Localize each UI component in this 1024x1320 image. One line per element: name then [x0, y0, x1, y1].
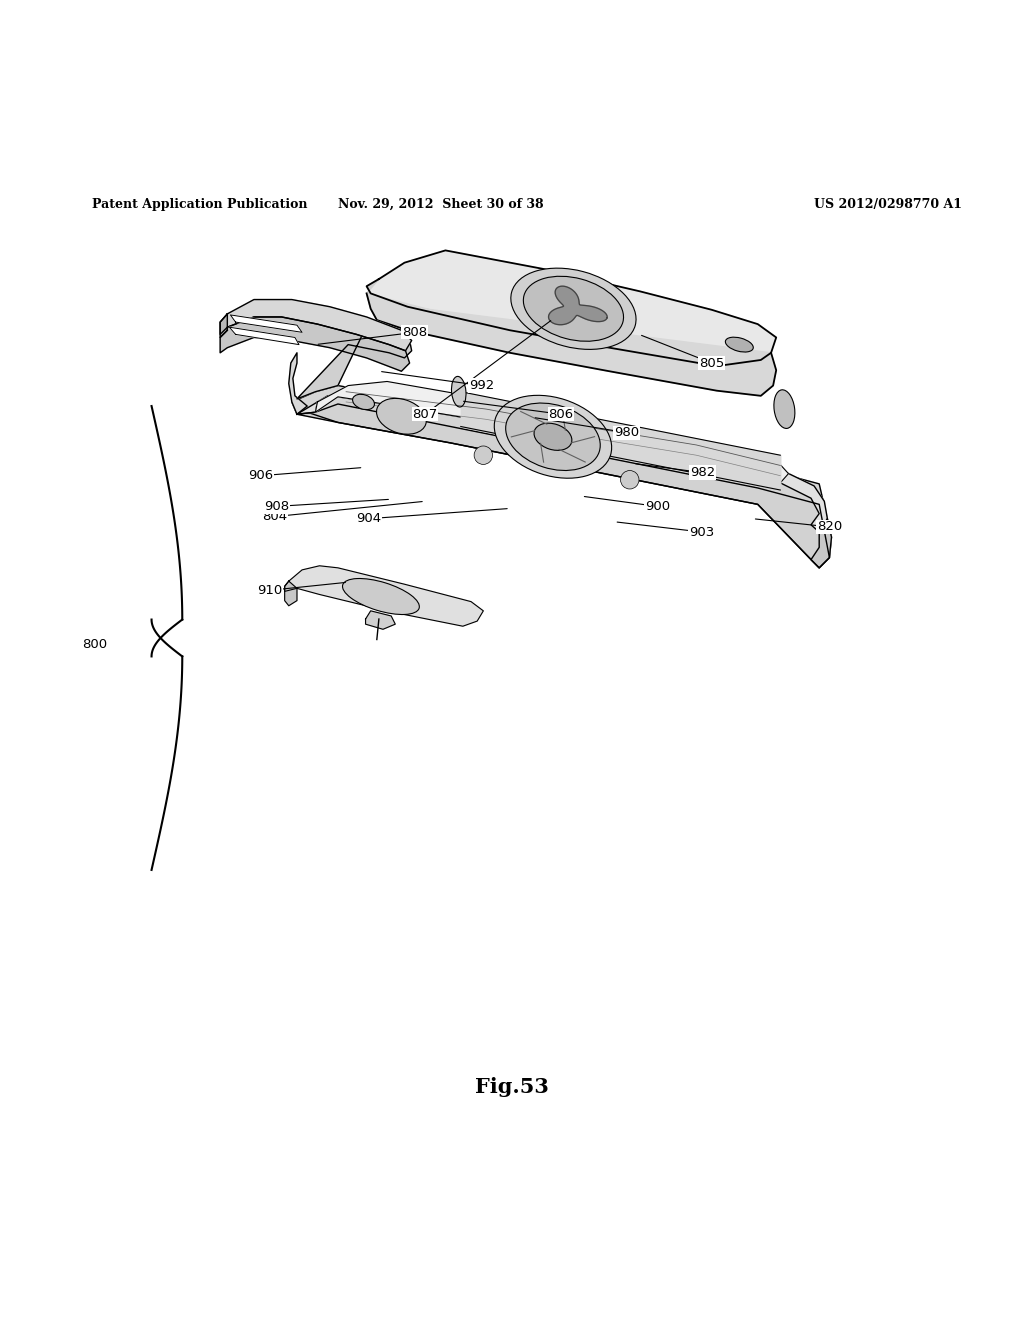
- Ellipse shape: [535, 424, 571, 450]
- Ellipse shape: [495, 395, 611, 478]
- Ellipse shape: [523, 276, 624, 342]
- Polygon shape: [230, 315, 302, 333]
- Polygon shape: [229, 327, 299, 345]
- Text: 980: 980: [614, 426, 639, 440]
- Ellipse shape: [511, 268, 636, 350]
- Polygon shape: [315, 381, 788, 483]
- Ellipse shape: [352, 395, 375, 409]
- Text: 806: 806: [549, 408, 573, 421]
- Text: 804: 804: [262, 510, 287, 523]
- Polygon shape: [366, 611, 395, 630]
- Text: Patent Application Publication: Patent Application Publication: [92, 198, 307, 211]
- Polygon shape: [297, 404, 829, 568]
- Text: US 2012/0298770 A1: US 2012/0298770 A1: [814, 198, 963, 211]
- Ellipse shape: [506, 403, 600, 470]
- Polygon shape: [285, 566, 483, 626]
- Text: 903: 903: [689, 525, 714, 539]
- Polygon shape: [285, 581, 297, 606]
- Polygon shape: [220, 317, 410, 371]
- Ellipse shape: [377, 399, 426, 434]
- Text: 805: 805: [699, 356, 724, 370]
- Text: 908: 908: [264, 500, 289, 513]
- Text: 800: 800: [82, 638, 106, 651]
- Ellipse shape: [725, 337, 754, 352]
- Polygon shape: [297, 388, 827, 532]
- Polygon shape: [367, 293, 776, 396]
- Polygon shape: [367, 251, 776, 366]
- Polygon shape: [289, 352, 307, 414]
- Text: Nov. 29, 2012  Sheet 30 of 38: Nov. 29, 2012 Sheet 30 of 38: [338, 198, 543, 211]
- Polygon shape: [292, 385, 831, 568]
- Text: Fig.53: Fig.53: [475, 1077, 549, 1097]
- Polygon shape: [220, 300, 412, 351]
- Circle shape: [621, 470, 639, 488]
- Text: 808: 808: [402, 326, 427, 339]
- Polygon shape: [549, 286, 607, 325]
- Text: 906: 906: [249, 469, 273, 482]
- Text: 900: 900: [645, 500, 670, 513]
- Text: 904: 904: [356, 512, 381, 525]
- Polygon shape: [220, 314, 227, 338]
- Text: 807: 807: [413, 408, 437, 421]
- Ellipse shape: [342, 578, 420, 615]
- Polygon shape: [811, 519, 831, 568]
- Polygon shape: [367, 279, 408, 330]
- Text: 982: 982: [690, 466, 715, 479]
- Ellipse shape: [452, 376, 466, 407]
- Ellipse shape: [774, 389, 795, 429]
- Text: 820: 820: [817, 520, 842, 533]
- Text: 992: 992: [469, 379, 494, 392]
- Polygon shape: [297, 319, 412, 399]
- Circle shape: [474, 446, 493, 465]
- Text: 910: 910: [257, 583, 282, 597]
